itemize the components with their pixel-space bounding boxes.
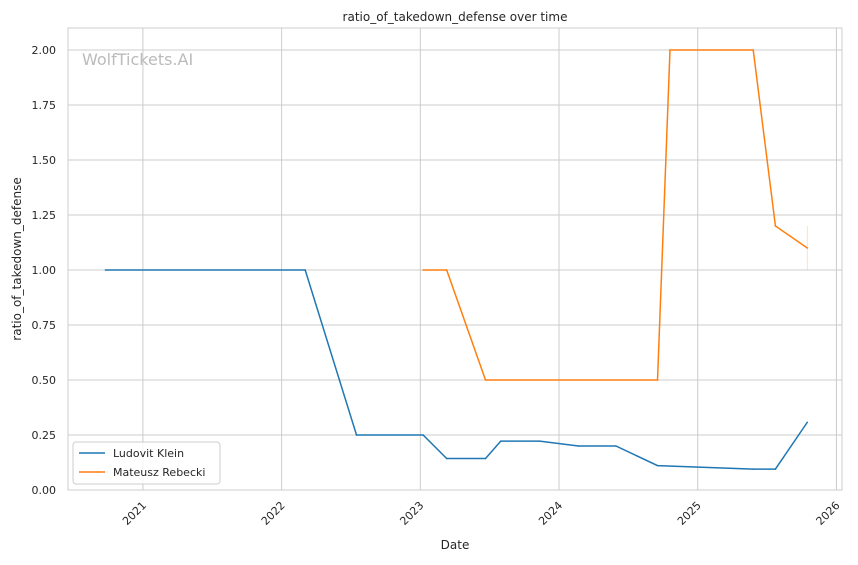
- y-tick-label: 1.25: [32, 209, 57, 222]
- data-point-mateusz-rebecki: [422, 269, 424, 271]
- data-point-ludovit-klein: [577, 445, 580, 447]
- data-point-mateusz-rebecki: [774, 225, 777, 227]
- data-point-ludovit-klein: [615, 445, 617, 447]
- series-line-mateusz-rebecki: [423, 49, 808, 381]
- data-point-ludovit-klein: [774, 468, 777, 470]
- series-line-ludovit-klein: [105, 269, 808, 470]
- data-point-ludovit-klein: [304, 269, 306, 271]
- data-point-mateusz-rebecki: [752, 49, 755, 51]
- data-point-ludovit-klein: [445, 457, 448, 460]
- plot-frame: [67, 27, 843, 491]
- y-tick-label: 1.00: [32, 264, 57, 277]
- data-point-ludovit-klein: [538, 440, 541, 442]
- data-point-ludovit-klein: [484, 457, 487, 460]
- y-tick-label: 1.50: [32, 154, 57, 167]
- y-tick-label: 0.25: [32, 429, 57, 442]
- y-tick-label: 0.75: [32, 319, 57, 332]
- data-point-mateusz-rebecki: [484, 379, 487, 381]
- y-axis-label: ratio_of_takedown_defense: [10, 177, 24, 340]
- data-point-mateusz-rebecki: [445, 269, 448, 271]
- data-point-ludovit-klein: [355, 434, 358, 436]
- y-tick-label: 0.00: [32, 484, 57, 497]
- data-point-ludovit-klein: [806, 421, 809, 424]
- x-tick-label: 2022: [259, 499, 288, 528]
- x-tick-label: 2025: [675, 499, 704, 528]
- watermark: WolfTickets.AI: [82, 50, 193, 69]
- data-point-mateusz-rebecki: [806, 247, 809, 249]
- data-point-ludovit-klein: [656, 464, 659, 467]
- x-axis-label: Date: [441, 538, 470, 552]
- data-point-ludovit-klein: [752, 468, 755, 470]
- legend: Ludovit Klein Mateusz Rebecki: [72, 441, 221, 485]
- chart-title: ratio_of_takedown_defense over time: [343, 10, 568, 24]
- x-tick-label: 2021: [120, 499, 149, 528]
- data-point-mateusz-rebecki: [656, 379, 659, 381]
- data-point-ludovit-klein: [422, 434, 424, 436]
- y-tick-label: 0.50: [32, 374, 57, 387]
- y-tick-label: 2.00: [32, 44, 57, 57]
- data-point-ludovit-klein: [104, 269, 107, 271]
- y-tick-label: 1.75: [32, 99, 57, 112]
- data-point-mateusz-rebecki: [669, 49, 671, 51]
- legend-label-ludovit-klein: Ludovit Klein: [113, 447, 184, 460]
- x-tick-label: 2024: [536, 499, 565, 528]
- x-tick-label: 2026: [814, 499, 843, 528]
- legend-label-mateusz-rebecki: Mateusz Rebecki: [113, 466, 205, 479]
- x-tick-label: 2023: [397, 499, 426, 528]
- legend-box: [72, 441, 221, 485]
- data-point-ludovit-klein: [499, 440, 502, 442]
